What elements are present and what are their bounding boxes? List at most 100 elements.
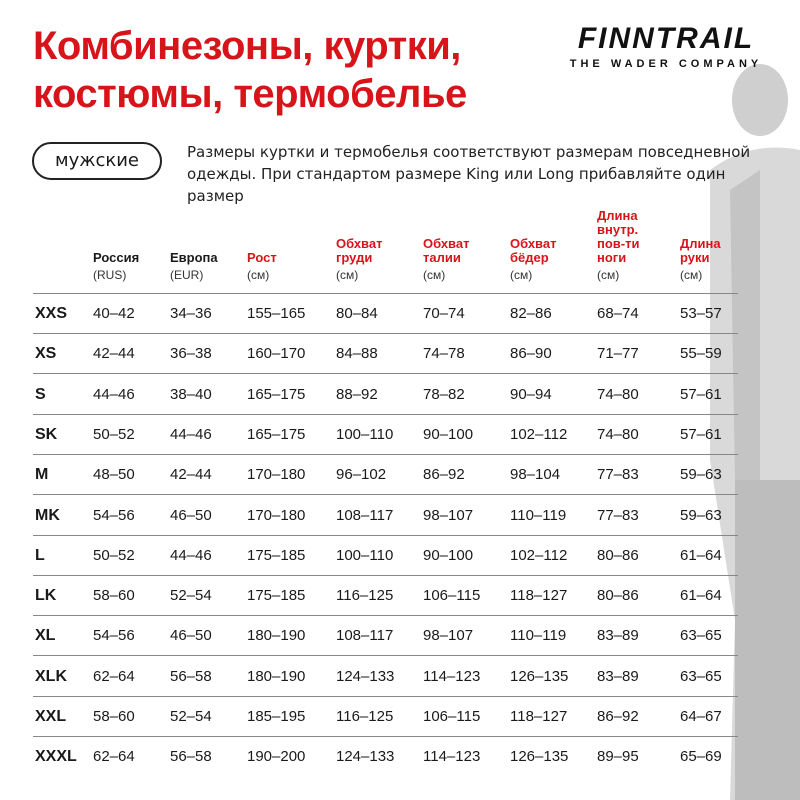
table-row: XXL 58–60 52–54 185–195 116–125 106–115 118–12…	[0, 696, 800, 736]
cell: 71–77	[597, 345, 639, 363]
category-badge: мужские	[32, 142, 162, 180]
cell: 89–95	[597, 748, 639, 766]
cell: 90–100	[423, 425, 474, 443]
table-row: L 50–52 44–46 175–185 100–110 90–100 102–112 80…	[0, 535, 800, 575]
column-unit: (см)	[597, 268, 620, 282]
page-title: Комбинезоны, куртки, костюмы, термобелье	[33, 22, 467, 118]
cell: 175–185	[247, 587, 306, 605]
title-line-1: Комбинезоны, куртки,	[33, 24, 461, 68]
size-label: L	[35, 546, 45, 564]
cell: 36–38	[170, 345, 212, 363]
table-row: XS 42–44 36–38 160–170 84–88 74–78 86–90 71–77 5…	[0, 333, 800, 373]
cell: 52–54	[170, 708, 212, 725]
column-header: Россия (RUS)	[93, 250, 140, 283]
logo-brand: FINNTRAIL	[577, 22, 755, 55]
cell: 86–90	[510, 345, 552, 363]
table-row: S 44–46 38–40 165–175 88–92 78–82 90–94 74–80 57…	[0, 374, 800, 414]
column-unit: (см)	[247, 268, 270, 282]
cell: 80–86	[597, 587, 639, 605]
cell: 56–58	[170, 667, 212, 685]
column-header: Обхват талии (см)	[423, 236, 470, 283]
cell: 88–92	[336, 385, 378, 403]
cell: 98–104	[510, 466, 561, 484]
cell: 80–86	[597, 546, 639, 564]
cell: 63–65	[680, 627, 722, 645]
cell: 74–78	[423, 345, 465, 363]
cell: 180–190	[247, 667, 306, 685]
divider	[33, 736, 738, 737]
cell: 106–115	[423, 708, 481, 725]
cell: 110–119	[510, 506, 567, 524]
cell: 80–84	[336, 305, 378, 322]
cell: 40–42	[93, 305, 135, 322]
cell: 100–110	[336, 546, 394, 564]
size-label: M	[35, 466, 49, 484]
cell: 59–63	[680, 466, 722, 484]
cell: 53–57	[680, 305, 722, 322]
cell: 54–56	[93, 627, 135, 645]
cell: 63–65	[680, 667, 722, 685]
cell: 44–46	[93, 385, 135, 403]
cell: 56–58	[170, 748, 212, 766]
cell: 46–50	[170, 627, 212, 645]
cell: 65–69	[680, 748, 722, 766]
cell: 96–102	[336, 466, 387, 484]
cell: 170–180	[247, 466, 306, 484]
cell: 55–59	[680, 345, 722, 363]
cell: 83–89	[597, 667, 639, 685]
cell: 50–52	[93, 425, 135, 443]
cell: 100–110	[336, 425, 394, 443]
cell: 74–80	[597, 425, 639, 443]
table-row: LK 58–60 52–54 175–185 116–125 106–115 118–127…	[0, 575, 800, 615]
column-header: Европа (EUR)	[170, 250, 218, 283]
column-header: Длина внутр. пов-ти ноги (см)	[597, 208, 640, 283]
cell: 98–107	[423, 627, 474, 645]
cell: 46–50	[170, 506, 212, 524]
cell: 54–56	[93, 506, 135, 524]
divider	[33, 494, 738, 496]
size-label: XXS	[35, 305, 68, 322]
cell: 52–54	[170, 587, 212, 605]
cell: 42–44	[93, 345, 135, 363]
divider	[33, 574, 738, 576]
cell: 42–44	[170, 466, 212, 484]
cell: 84–88	[336, 345, 378, 363]
cell: 90–94	[510, 385, 552, 403]
cell: 155–165	[247, 305, 306, 322]
cell: 118–127	[510, 708, 568, 725]
cell: 61–64	[680, 587, 722, 605]
table-row: M 48–50 42–44 170–180 96–102 86–92 98–104 77–83…	[0, 454, 800, 494]
cell: 126–135	[510, 667, 569, 685]
cell: 102–112	[510, 425, 568, 443]
table-row: XL 54–56 46–50 180–190 108–117 98–107 110–119 8…	[0, 615, 800, 655]
title-line-2: костюмы, термобелье	[33, 72, 467, 116]
cell: 108–117	[336, 627, 394, 645]
cell: 83–89	[597, 627, 639, 645]
size-label: SK	[35, 425, 58, 443]
cell: 59–63	[680, 506, 722, 524]
size-label: XS	[35, 345, 57, 363]
cell: 124–133	[336, 748, 395, 766]
cell: 114–123	[423, 748, 481, 766]
size-label: XLK	[35, 667, 67, 685]
size-label: XL	[35, 627, 56, 645]
cell: 160–170	[247, 345, 306, 363]
cell: 77–83	[597, 466, 639, 484]
cell: 77–83	[597, 506, 639, 524]
cell: 116–125	[336, 708, 394, 725]
cell: 58–60	[93, 587, 135, 605]
cell: 124–133	[336, 667, 395, 685]
column-unit: (EUR)	[170, 268, 204, 282]
cell: 38–40	[170, 385, 212, 403]
size-label: MK	[35, 506, 60, 524]
table-row: SK 50–52 44–46 165–175 100–110 90–100 102–112 7…	[0, 414, 800, 454]
cell: 62–64	[93, 667, 135, 685]
cell: 185–195	[247, 708, 306, 725]
column-unit: (RUS)	[93, 268, 127, 282]
note-line: одежды. При стандартом размере King или …	[187, 165, 726, 205]
cell: 165–175	[247, 385, 306, 403]
cell: 62–64	[93, 748, 135, 766]
cell: 61–64	[680, 546, 722, 564]
size-note: Размеры куртки и термобелья соответствую…	[187, 141, 767, 207]
divider	[33, 695, 738, 697]
